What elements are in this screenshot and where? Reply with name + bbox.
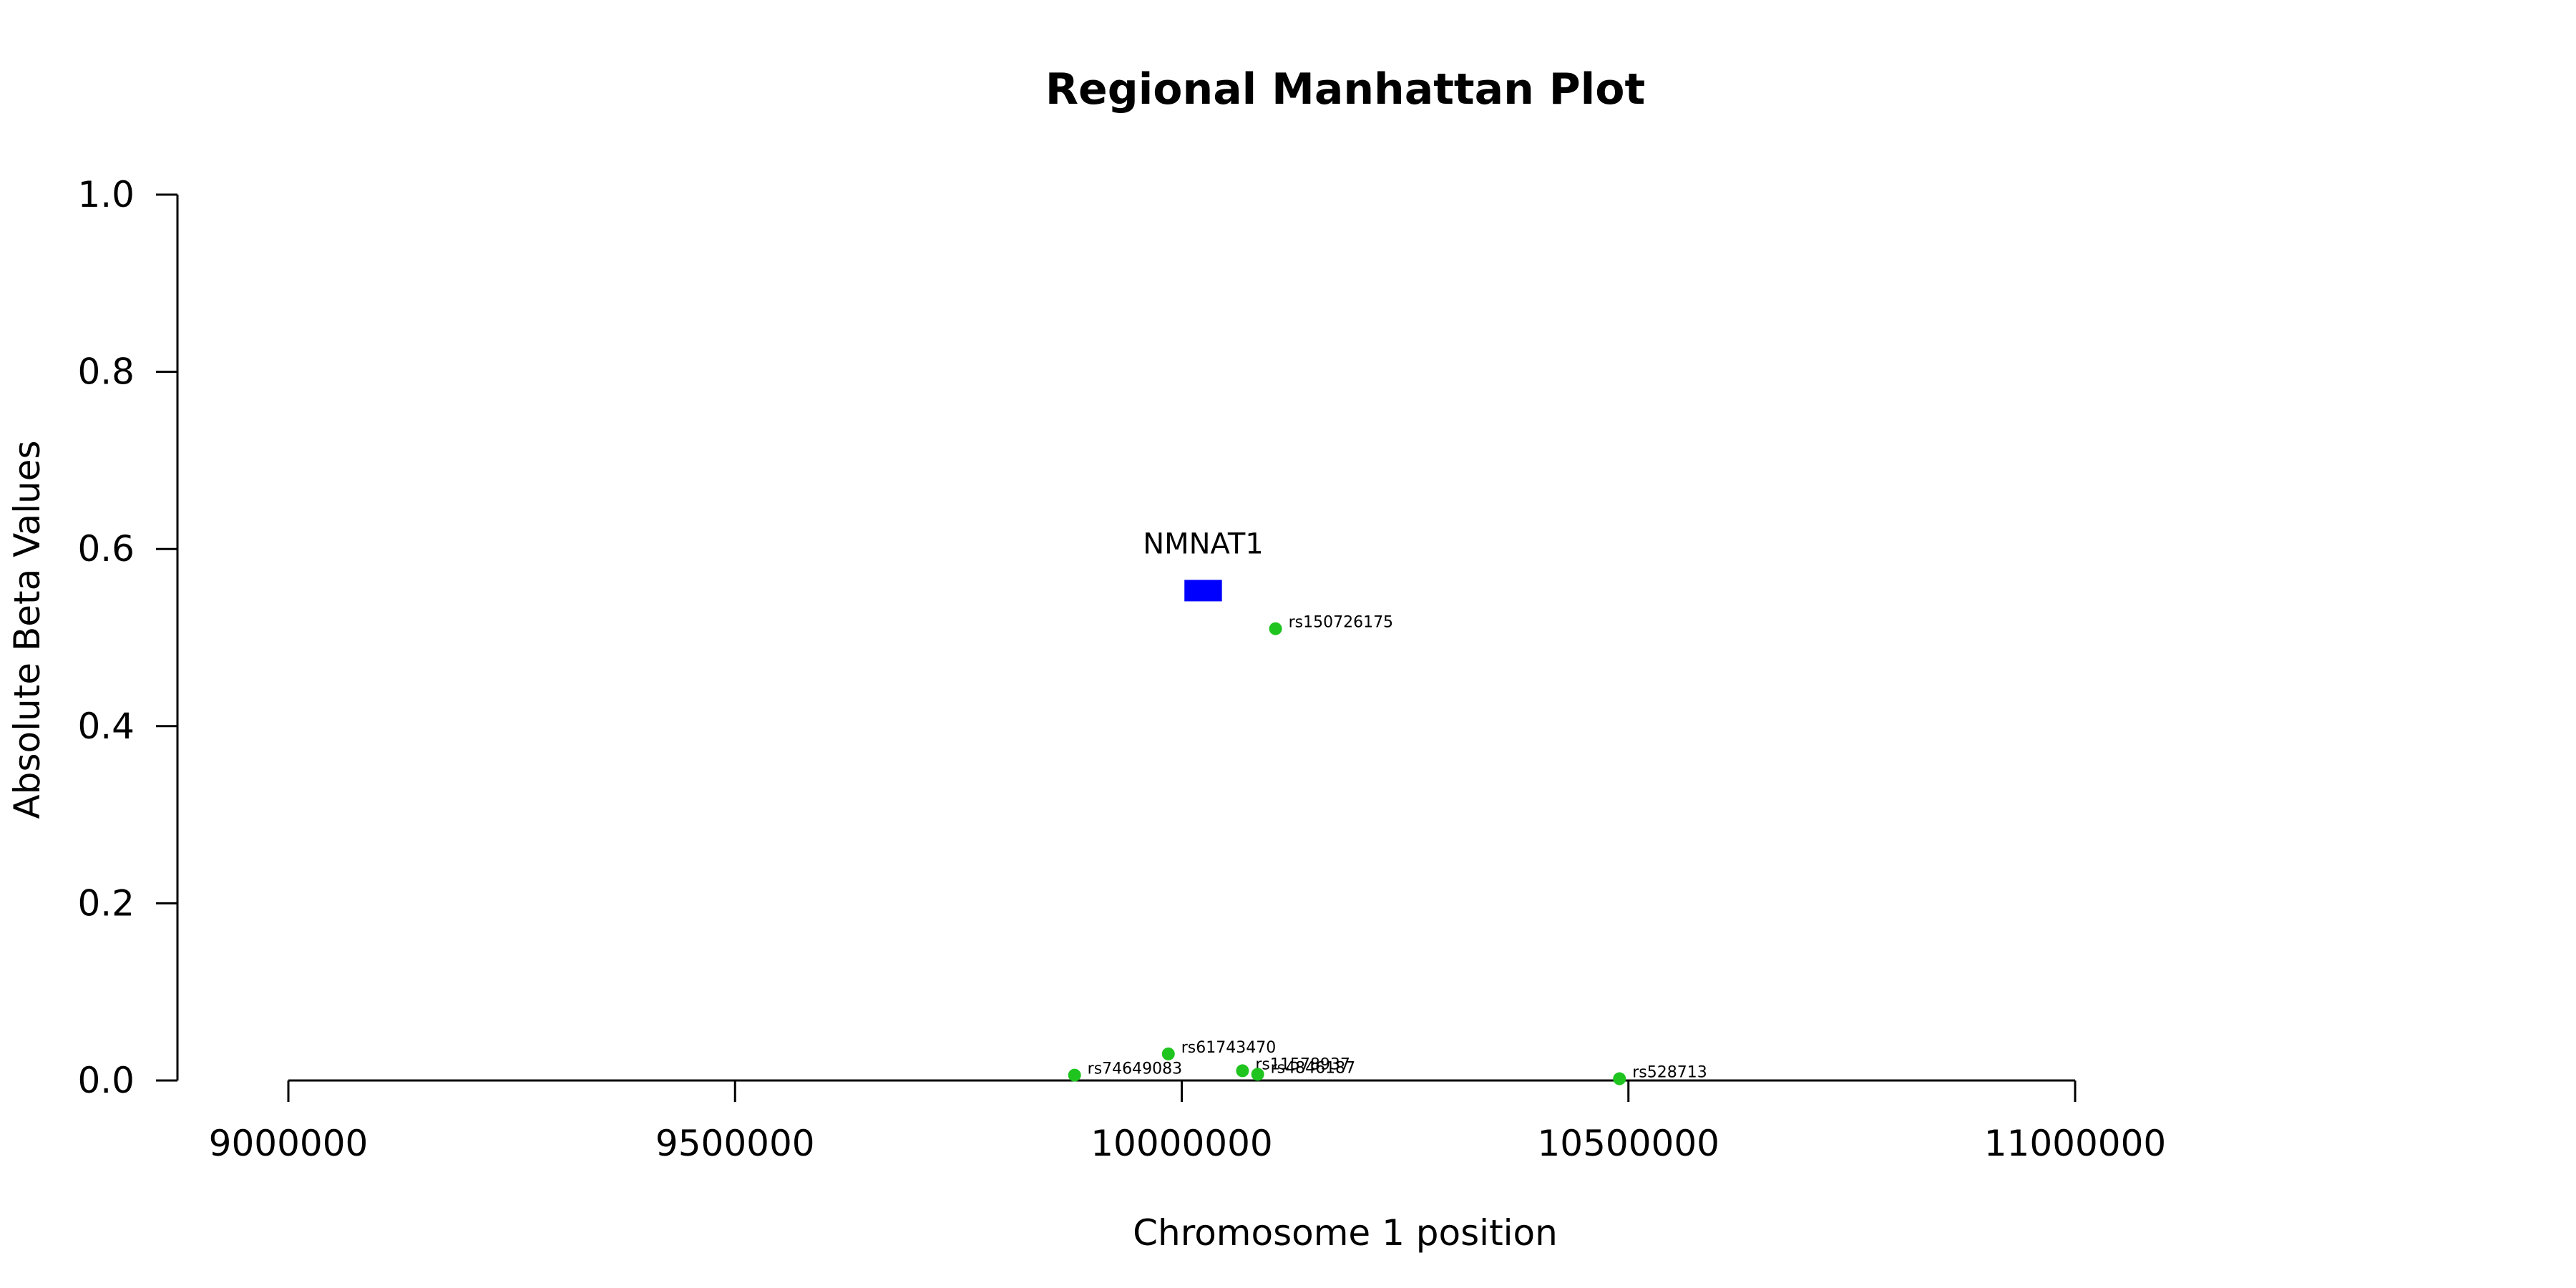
x-axis-title: Chromosome 1 position — [1133, 1212, 1558, 1254]
y-tick-label: 1.0 — [77, 174, 135, 215]
y-axis-title: Absolute Beta Values — [6, 441, 48, 819]
y-axis: 0.0 0.2 0.4 0.6 0.8 1.0 — [77, 174, 179, 1101]
gene-track: NMNAT1 — [1143, 527, 1264, 602]
x-tick-label: 10000000 — [1091, 1123, 1273, 1164]
x-tick-label: 9500000 — [655, 1123, 815, 1164]
snp-label: rs61743470 — [1181, 1039, 1276, 1057]
gene-label: NMNAT1 — [1143, 527, 1264, 560]
gene-bar — [1184, 580, 1222, 602]
x-tick-label: 10500000 — [1538, 1123, 1720, 1164]
snp-label: rs150726175 — [1289, 614, 1393, 632]
x-tick-label: 11000000 — [1984, 1123, 2167, 1164]
snp-label: rs11578937 — [1255, 1055, 1350, 1073]
x-axis: 9000000 9500000 10000000 10500000 11000000 — [209, 1079, 2167, 1164]
snp-label: rs528713 — [1632, 1064, 1707, 1082]
y-tick-label: 0.0 — [77, 1060, 135, 1101]
snp-points: rs150726175 rs61743470 rs74649083 rs1157893… — [1068, 614, 1707, 1085]
y-tick-label: 0.2 — [77, 882, 135, 924]
y-tick-label: 0.8 — [77, 351, 135, 393]
chart-title: Regional Manhattan Plot — [1045, 64, 1645, 114]
snp-label: rs4846187 — [1271, 1059, 1356, 1077]
snp-point — [1161, 1047, 1175, 1060]
x-tick-label: 9000000 — [209, 1123, 369, 1164]
snp-point — [1251, 1068, 1264, 1081]
snp-point — [1068, 1068, 1081, 1082]
snp-point — [1613, 1072, 1626, 1085]
snp-label: rs74649083 — [1088, 1060, 1182, 1078]
y-tick-label: 0.6 — [77, 528, 135, 570]
snp-point — [1269, 622, 1282, 635]
y-tick-label: 0.4 — [77, 706, 135, 747]
snp-point — [1236, 1064, 1249, 1078]
